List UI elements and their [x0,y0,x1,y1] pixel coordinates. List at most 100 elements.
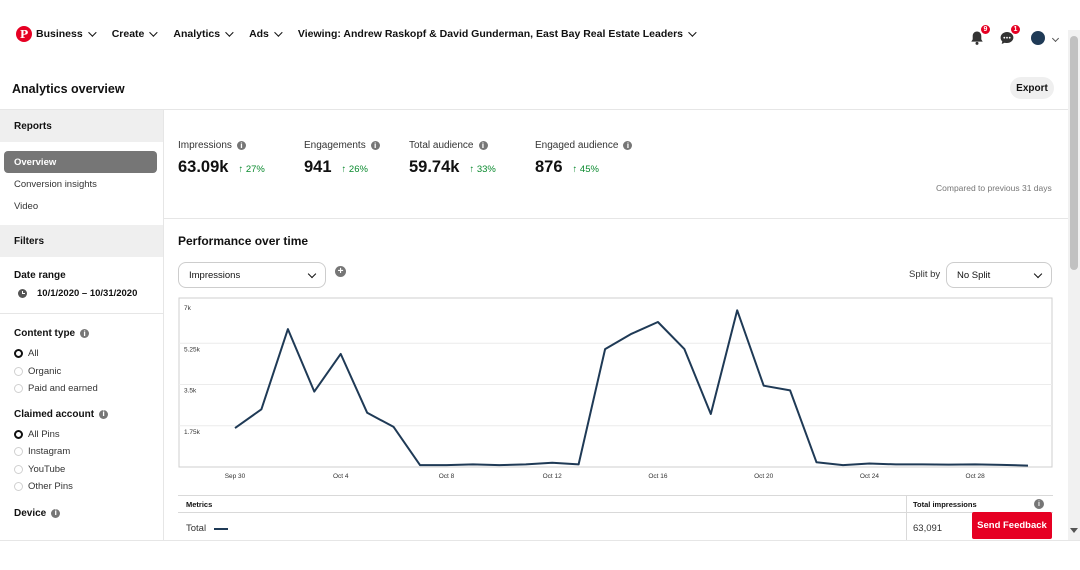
avatar[interactable] [1031,31,1045,45]
divider [0,540,1080,541]
metric-value: 876 [535,158,563,176]
radio-content-paid-earned[interactable]: Paid and earned [0,380,163,398]
pinterest-logo[interactable]: P [16,26,32,42]
table-row: Total 63,091 [178,513,1053,539]
metric-change: ↑ 33% [469,164,495,175]
scrollbar[interactable] [1068,30,1080,540]
x-tick-label: Oct 12 [543,473,563,480]
metric-select[interactable]: Impressions [178,262,326,288]
nav-ads[interactable]: Ads [249,28,283,40]
nav-right-icons: 9 1 [955,24,1060,46]
split-by-label: Split by [909,269,941,280]
metric-value-row: 876 ↑ 45% [535,158,632,177]
metric-change-value: 26% [348,164,368,175]
metric-change: ↑ 26% [342,164,368,175]
info-icon[interactable]: i [236,141,246,150]
table-cell-value: 63,091 [913,523,943,534]
radio-unselected-icon [14,447,23,457]
metric-change-value: 45% [579,164,599,175]
device-label: Device i [0,508,163,519]
x-tick-label: Sep 30 [225,473,246,480]
radio-unselected-icon [14,482,23,492]
sidebar-item-video[interactable]: Video [14,200,39,212]
x-tick-label: Oct 28 [966,473,986,480]
claimed-account-label-text: Claimed account [14,408,95,420]
send-feedback-button[interactable]: Send Feedback [972,512,1052,539]
radio-label: All [28,348,39,360]
metric-label: Total audience [409,140,474,151]
radio-claimed-other-pins[interactable]: Other Pins [0,478,163,496]
scrollbar-thumb[interactable] [1070,36,1078,270]
messages-icon[interactable]: 1 [999,24,1021,46]
radio-content-all[interactable]: All [0,345,163,363]
add-metric-icon[interactable]: + [335,266,346,277]
y-tick-label: 1.75k [184,429,201,436]
nav-analytics[interactable]: Analytics [173,28,234,40]
date-range-value: 10/1/2020 – 10/31/2020 [37,288,138,299]
x-tick-label: Oct 8 [439,473,455,480]
metric-change-value: 33% [476,164,496,175]
divider [164,218,1068,219]
x-tick-label: Oct 4 [333,473,349,480]
info-icon[interactable]: i [80,329,90,338]
radio-content-organic[interactable]: Organic [0,363,163,381]
column-header-total-impressions[interactable]: Total impressions [913,500,977,509]
viewing-account-label: Viewing: Andrew Raskopf & David Gunderma… [297,28,684,40]
radio-claimed-youtube[interactable]: YouTube [0,461,163,479]
table-header: Metrics Total impressions i [178,496,1053,541]
metric-label-row: Engaged audience i [535,140,633,151]
arrow-up-icon: ↑ [572,164,578,175]
nav-business-label: Business [36,28,83,40]
column-header-metrics: Metrics [186,500,213,509]
sidebar: Reports Overview Conversion insights Vid… [0,110,164,540]
metric-engaged-audience: Engaged audience i 876 ↑ 45% [535,140,633,177]
info-icon[interactable]: i [478,141,488,150]
metric-value-row: 59.74k ↑ 33% [409,158,496,177]
performance-chart: 7k 5.25k 3.5k 1.75k Sep 30 Oct 4 Oct 8 Oct 12 Oc… [178,297,1053,480]
metric-total-audience: Total audience i 59.74k ↑ 33% [409,140,496,177]
nav-create-label: Create [111,28,145,40]
radio-claimed-all-pins[interactable]: All Pins [0,426,163,444]
metric-label: Engaged audience [535,140,619,151]
row-label: Total [186,523,207,534]
date-range-picker[interactable]: 10/1/2020 – 10/31/2020 [0,288,163,299]
info-icon[interactable]: i [370,141,380,150]
info-icon[interactable]: i [51,508,61,518]
metric-value-row: 63.09k ↑ 27% [178,158,265,177]
info-icon[interactable]: i [1034,499,1044,509]
metric-label-row: Engagements i [304,140,380,151]
info-icon[interactable]: i [623,141,633,150]
nav-business[interactable]: Business [36,28,97,40]
metric-change: ↑ 45% [573,164,599,175]
radio-label: All Pins [28,428,60,440]
info-icon[interactable]: i [99,409,109,419]
metric-label-row: Impressions i [178,140,265,151]
divider [0,313,163,314]
nav-create[interactable]: Create [111,28,159,40]
radio-selected-icon [14,429,23,439]
x-tick-label: Oct 20 [754,473,774,480]
x-tick-label: Oct 16 [648,473,668,480]
metric-change: ↑ 27% [238,164,264,175]
nav-viewing-account[interactable]: Viewing: Andrew Raskopf & David Gunderma… [297,28,697,40]
radio-claimed-instagram[interactable]: Instagram [0,443,163,461]
split-by-select[interactable]: No Split [946,262,1052,288]
radio-label: Paid and earned [28,383,98,395]
metric-engagements: Engagements i 941 ↑ 26% [304,140,380,177]
notification-badge: 9 [980,24,991,35]
y-tick-label: 5.25k [184,346,201,353]
metric-label-row: Total audience i [409,140,496,151]
sidebar-item-overview[interactable]: Overview [4,151,157,173]
metric-change-value: 27% [245,164,265,175]
metrics-table: Metrics Total impressions i Total 63,091 [178,495,1053,541]
export-button[interactable]: Export [1010,77,1054,99]
sidebar-item-conversion-insights[interactable]: Conversion insights [14,178,97,190]
scroll-down-arrow-icon[interactable] [1070,528,1078,533]
messages-badge: 1 [1010,24,1021,35]
radio-label: Other Pins [28,481,73,493]
filters-heading: Filters [0,225,163,257]
clock-icon [18,289,27,298]
bell-icon[interactable]: 9 [969,24,991,46]
x-tick-label: Oct 24 [860,473,880,480]
arrow-up-icon: ↑ [341,164,347,175]
